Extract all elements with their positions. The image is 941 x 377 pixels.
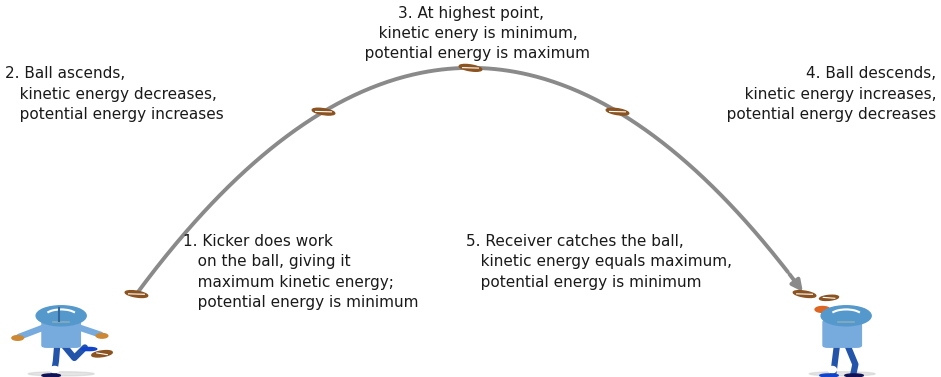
Text: 3. At highest point,
   kinetic enery is minimum,
   potential energy is maximum: 3. At highest point, kinetic enery is mi…: [350, 6, 591, 61]
Circle shape: [821, 306, 871, 326]
Ellipse shape: [793, 291, 816, 297]
FancyBboxPatch shape: [823, 320, 861, 347]
Ellipse shape: [50, 366, 59, 373]
Ellipse shape: [92, 351, 112, 357]
Ellipse shape: [28, 372, 94, 376]
Ellipse shape: [81, 348, 97, 351]
FancyBboxPatch shape: [42, 320, 80, 347]
Circle shape: [815, 307, 830, 313]
Ellipse shape: [809, 372, 875, 376]
Ellipse shape: [820, 374, 838, 377]
Ellipse shape: [606, 108, 629, 115]
Text: 1. Kicker does work
   on the ball, giving it
   maximum kinetic energy;
   pote: 1. Kicker does work on the ball, giving …: [183, 234, 419, 310]
Circle shape: [96, 334, 108, 338]
Ellipse shape: [125, 291, 148, 297]
Ellipse shape: [42, 374, 60, 377]
Text: 2. Ball ascends,
   kinetic energy decreases,
   potential energy increases: 2. Ball ascends, kinetic energy decrease…: [5, 66, 223, 122]
Ellipse shape: [312, 108, 335, 115]
Ellipse shape: [820, 295, 838, 300]
Circle shape: [852, 309, 867, 314]
Circle shape: [12, 336, 24, 340]
Ellipse shape: [845, 374, 863, 377]
Text: 4. Ball descends,
   kinetic energy increases,
   potential energy decreases: 4. Ball descends, kinetic energy increas…: [712, 66, 936, 122]
Ellipse shape: [459, 64, 482, 71]
Text: 5. Receiver catches the ball,
   kinetic energy equals maximum,
   potential ene: 5. Receiver catches the ball, kinetic en…: [466, 234, 732, 290]
Ellipse shape: [828, 366, 837, 373]
Circle shape: [36, 306, 87, 326]
